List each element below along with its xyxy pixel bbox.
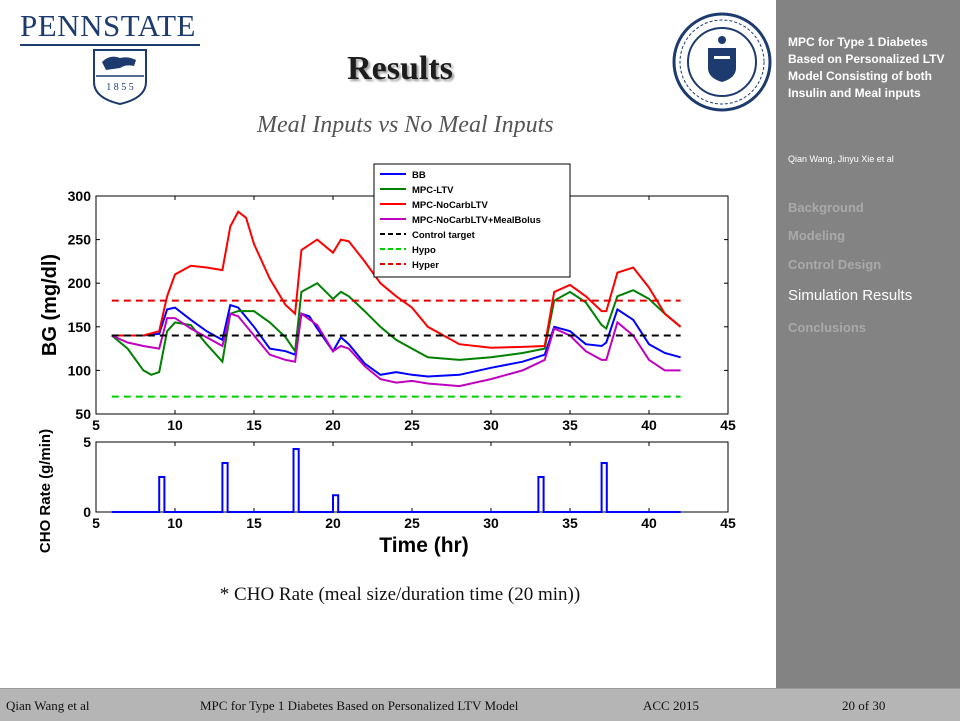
x-tick-label: 35	[562, 515, 578, 531]
x-tick-label: 5	[92, 417, 100, 433]
legend-label: BB	[412, 170, 426, 181]
logo-wordmark: PENNSTATE	[20, 8, 196, 43]
cho-rate-footnote: * CHO Rate (meal size/duration time (20 …	[219, 584, 581, 605]
series-line	[111, 311, 681, 388]
university-seal-icon	[672, 12, 772, 112]
x-tick-label: 10	[167, 515, 183, 531]
slide-footer: Qian Wang et al MPC for Type 1 Diabetes …	[0, 688, 960, 721]
y-tick-label: 200	[68, 275, 92, 291]
x-tick-label: 30	[483, 515, 499, 531]
x-tick-label: 30	[483, 417, 499, 433]
sidebar-item-simulation-results[interactable]: Simulation Results	[788, 287, 913, 304]
y-axis-label: CHO Rate (g/min)	[37, 429, 54, 553]
y-tick-label: 300	[68, 188, 92, 204]
sidebar-authors: Qian Wang, Jinyu Xie et al	[788, 154, 894, 164]
legend-box	[373, 163, 571, 278]
nittany-lion-shield-icon: 1 8 5 5	[93, 49, 147, 106]
x-tick-label: 20	[325, 515, 341, 531]
legend-label: MPC-NoCarbLTV+MealBolus	[412, 215, 541, 226]
y-axis-label: BG (mg/dl)	[39, 254, 61, 356]
sidebar-item-background[interactable]: Background	[788, 200, 864, 215]
sidebar-item-control-design[interactable]: Control Design	[788, 257, 882, 272]
series-line	[111, 210, 682, 349]
y-tick-label: 5	[83, 434, 91, 450]
legend-label: Control target	[412, 230, 476, 241]
legend-label: Hypo	[412, 245, 436, 256]
footer-talk-title: MPC for Type 1 Diabetes Based on Persona…	[200, 698, 519, 713]
y-tick-label: 150	[68, 319, 92, 335]
y-tick-label: 100	[68, 362, 92, 378]
y-tick-label: 250	[68, 232, 92, 248]
legend-label: MPC-NoCarbLTV	[412, 200, 488, 211]
x-tick-label: 20	[325, 417, 341, 433]
logo-year: 1 8 5 5	[106, 82, 134, 93]
x-tick-label: 15	[246, 515, 262, 531]
y-tick-label: 0	[83, 504, 91, 520]
y-tick-label: 50	[75, 406, 91, 422]
x-tick-label: 45	[720, 515, 736, 531]
x-axis-label: Time (hr)	[379, 534, 468, 557]
sidebar: MPC for Type 1 Diabetes Based on Persona…	[776, 0, 960, 688]
legend-label: MPC-LTV	[412, 185, 454, 196]
footer-page-number: 20 of 30	[842, 698, 886, 713]
x-tick-label: 15	[246, 417, 262, 433]
slide-title: Results	[347, 50, 453, 87]
sidebar-item-modeling[interactable]: Modeling	[788, 228, 846, 243]
x-tick-label: 40	[641, 515, 657, 531]
x-tick-label: 10	[167, 417, 183, 433]
slide-canvas: PENNSTATE 1 8 5 5 Results Meal Inputs vs…	[12, 6, 772, 605]
x-tick-label: 45	[720, 417, 736, 433]
x-tick-label: 5	[92, 515, 100, 531]
slide-subtitle: Meal Inputs vs No Meal Inputs	[257, 112, 554, 138]
series-line	[111, 448, 681, 513]
footer-venue: ACC 2015	[643, 698, 699, 713]
x-tick-label: 25	[404, 417, 420, 433]
sidebar-talk-title: MPC for Type 1 Diabetes Based on Persona…	[788, 35, 945, 100]
pennstate-logo: PENNSTATE 1 8 5 5	[12, 6, 202, 106]
footer-author: Qian Wang et al	[6, 698, 90, 713]
series-line	[111, 303, 681, 378]
x-tick-label: 25	[404, 515, 420, 531]
sidebar-item-conclusions[interactable]: Conclusions	[788, 320, 867, 335]
plot-frame	[95, 441, 729, 513]
logo-rule	[20, 44, 200, 46]
x-tick-label: 40	[641, 417, 657, 433]
x-tick-label: 35	[562, 417, 578, 433]
legend-label: Hyper	[412, 260, 439, 271]
